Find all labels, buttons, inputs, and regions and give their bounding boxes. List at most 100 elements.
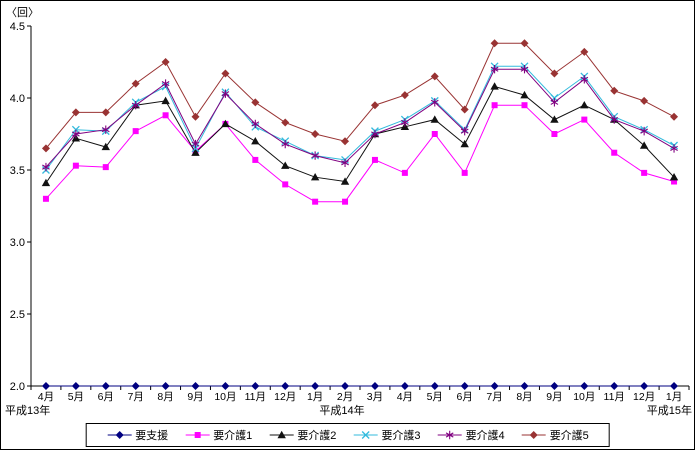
y-tick-label: 4.0	[10, 93, 25, 105]
series-marker	[191, 112, 200, 121]
era-label: 平成13年	[5, 403, 50, 417]
series-marker	[520, 90, 529, 99]
series-marker	[670, 144, 678, 153]
series-marker	[610, 86, 619, 95]
series-marker	[281, 139, 290, 149]
series-marker	[610, 382, 619, 390]
series-marker	[490, 82, 499, 90]
series-marker	[71, 129, 80, 139]
series-marker	[251, 382, 260, 390]
series-marker	[370, 101, 379, 110]
series-marker	[520, 65, 529, 74]
series-marker	[282, 181, 289, 188]
series-marker	[161, 79, 170, 88]
series-marker	[550, 382, 559, 390]
y-tick-label: 4.5	[10, 21, 25, 33]
series-marker	[491, 102, 498, 109]
legend-label: 要介護5	[549, 430, 589, 442]
series-marker	[251, 98, 260, 107]
series-marker	[430, 115, 439, 123]
series-marker	[162, 112, 169, 119]
series-marker	[671, 178, 678, 185]
line-chart-plot: 2.0 2.5 3.0 3.5 4.0 4.5 4月 5月 6月 7月 8月 9月 10月 11月 12月 1…	[5, 21, 692, 417]
series-marker	[311, 151, 320, 160]
series-marker	[341, 382, 350, 390]
series-marker	[460, 126, 469, 136]
series-marker	[341, 137, 350, 146]
series-marker	[521, 102, 528, 109]
series-marker	[131, 79, 140, 88]
series-marker	[400, 91, 409, 100]
y-tick-label: 3.0	[10, 237, 25, 249]
series-marker	[281, 161, 290, 169]
legend-marker-icon	[521, 431, 546, 439]
series-marker	[580, 382, 589, 390]
series-marker	[311, 382, 320, 390]
x-tick-label: 1月	[307, 391, 323, 403]
series-marker	[430, 382, 439, 390]
x-tick-label: 11月	[245, 391, 266, 403]
series-marker	[252, 156, 259, 163]
series-marker	[191, 148, 200, 156]
series-marker	[101, 108, 110, 117]
x-tick-label: 5月	[427, 391, 443, 403]
y-tick-label: 2.0	[10, 381, 25, 393]
legend-item: 要介護5	[521, 427, 589, 443]
x-tick-label: 7月	[486, 391, 502, 403]
x-tick-label: 9月	[187, 391, 203, 403]
series-marker	[221, 119, 230, 128]
series-marker	[161, 382, 170, 390]
legend-label: 要支援	[135, 430, 169, 442]
series-marker	[131, 382, 140, 390]
era-label: 平成14年	[319, 403, 364, 417]
x-tick-label: 2月	[337, 391, 353, 403]
series-marker	[161, 58, 170, 66]
x-tick-label: 6月	[457, 391, 473, 403]
y-tick-label: 2.5	[10, 309, 25, 321]
series-marker	[194, 432, 201, 438]
series-marker	[490, 65, 499, 74]
series-marker	[277, 430, 286, 439]
legend-label: 要介護1	[213, 430, 253, 442]
series-marker	[115, 431, 124, 439]
series-marker	[41, 382, 50, 390]
legend-marker-icon	[107, 431, 132, 439]
series-marker	[640, 126, 649, 136]
series-marker	[102, 164, 109, 171]
series-line	[45, 42, 675, 149]
legend: 要支援 要介護1 要介護2 要介護3 要介護4 要介護5	[85, 423, 610, 447]
x-tick-label: 4月	[38, 391, 54, 403]
series-line	[45, 85, 675, 184]
series-marker	[430, 98, 439, 107]
series-marker	[400, 382, 409, 390]
series-marker	[341, 158, 349, 167]
series-marker	[340, 177, 350, 185]
legend-label: 要介護2	[297, 430, 337, 442]
series-marker	[460, 105, 469, 114]
series-marker	[312, 198, 319, 205]
series-marker	[461, 169, 468, 176]
x-tick-label: 8月	[157, 391, 173, 403]
legend-marker-icon	[185, 432, 210, 438]
y-axis-unit-label: 〈回〉	[6, 7, 39, 19]
series-marker	[670, 112, 679, 121]
legend-item: 要介護4	[437, 427, 505, 443]
series-marker	[41, 144, 50, 153]
series-marker	[71, 382, 80, 390]
x-tick-label: 7月	[128, 391, 144, 403]
series-marker	[221, 382, 230, 390]
series-marker	[580, 75, 589, 84]
x-tick-label: 10月	[573, 391, 595, 403]
series-marker	[551, 131, 558, 137]
series-marker	[580, 101, 589, 109]
series-marker	[529, 431, 538, 439]
series-marker	[191, 139, 200, 149]
series-marker	[490, 382, 499, 390]
series-marker	[311, 130, 320, 138]
series-marker	[371, 129, 379, 139]
series-marker	[641, 169, 648, 176]
legend-item: 要支援	[106, 427, 168, 443]
series-marker	[669, 173, 679, 181]
series-line	[45, 65, 675, 171]
